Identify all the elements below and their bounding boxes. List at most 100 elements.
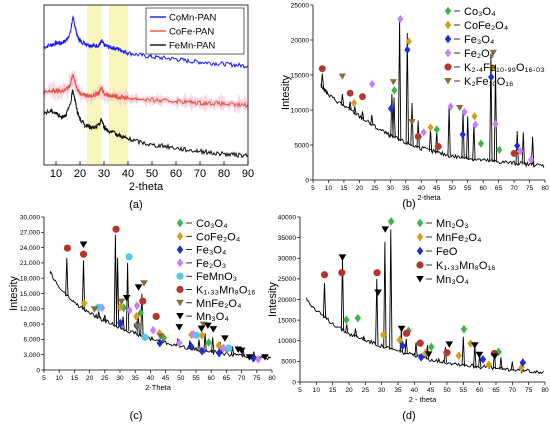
diffraction-peak	[461, 109, 465, 159]
phase-marker	[338, 254, 347, 261]
x-tick-label: 15	[71, 375, 79, 382]
legend-marker	[444, 20, 452, 30]
legend: Co₃O₄CoFe₂O₄Fe₃O₄Fe₂O₃FeMnO₃K₁.₃₃Mn₈O₁₆M…	[176, 218, 256, 323]
diffraction-peak	[404, 338, 408, 355]
phase-marker	[443, 349, 451, 357]
legend: CoMn-PAN CoFe-PAN FeMn-PAN	[145, 7, 245, 55]
diffraction-peak	[121, 316, 125, 330]
legend-entry: Mn₃O₄	[436, 274, 469, 286]
x-tick-label: 60	[479, 185, 487, 192]
phase-marker	[445, 341, 454, 348]
y-tick-label: 30000	[278, 256, 297, 263]
diffraction-peak	[390, 93, 394, 138]
phase-marker	[79, 250, 88, 258]
diffraction-peak	[405, 32, 409, 145]
diffraction-peak	[383, 241, 387, 348]
x-tick-label: 55	[192, 375, 200, 382]
highlight-band-2	[108, 5, 128, 165]
diffraction-peak	[410, 102, 414, 146]
phase-marker	[205, 338, 212, 347]
y-tick-label: 10000	[278, 338, 297, 345]
x-tick-label: 5	[298, 387, 302, 394]
phase-marker	[225, 344, 233, 352]
x-tick-label: 25	[101, 375, 109, 382]
x-tick-label: 45	[433, 185, 441, 192]
panel-label: (c)	[130, 410, 143, 422]
y-tick-label: 40000	[278, 214, 297, 221]
phase-marker	[485, 360, 493, 370]
x-tick-label: 40	[411, 387, 419, 394]
y-tick-label: 5000	[294, 142, 309, 149]
legend-marker	[176, 299, 184, 307]
diffraction-peak	[521, 132, 525, 165]
phase-marker	[391, 86, 398, 95]
phase-marker	[192, 331, 201, 339]
phase-marker	[215, 348, 223, 358]
phase-marker	[417, 352, 425, 362]
phase-marker	[369, 79, 376, 89]
x-tick-label: 65	[492, 387, 500, 394]
plot-frame	[43, 4, 249, 166]
x-tick-label: 75	[526, 185, 534, 192]
x-tick-label: 20	[356, 185, 364, 192]
x-tick-label: 65	[223, 375, 231, 382]
diffraction-peak	[322, 282, 327, 319]
phase-marker	[408, 119, 416, 126]
phase-marker	[320, 271, 329, 279]
series-line-1	[43, 15, 249, 69]
x-tick-label: 35	[402, 185, 410, 192]
phase-marker	[245, 354, 254, 361]
y-tick-label: 18,000	[20, 276, 41, 283]
legend-entry: MnFe₂O₄	[436, 232, 482, 244]
phase-marker	[343, 315, 350, 325]
diffraction-peak	[115, 257, 120, 328]
x-tick-label: 10	[56, 375, 64, 382]
legend-marker	[176, 272, 184, 280]
x-tick-label: 70	[238, 375, 246, 382]
chart-panel-a: 10 20 30 40 50 60 70 80 90 2-theta CoMn-PAN CoFe-PA…	[41, 4, 254, 211]
y-tick-label: 15,000	[20, 291, 41, 298]
phase-marker	[318, 65, 326, 73]
legend-entry: K₂Fe₁₀O₁₆	[464, 76, 513, 88]
phase-marker	[459, 130, 466, 139]
legend: Mn₂O₃ MnFe₂O₄ FeO K₁.₃₃Mn₈O₁₆ Mn₃O₄	[416, 218, 496, 286]
legend-entry: K₁.₃₃Mn₈O₁₆	[436, 260, 496, 272]
legend-marker	[416, 218, 424, 228]
diffraction-peak	[428, 129, 433, 152]
diffraction-peak	[348, 101, 352, 111]
y-tick-label: 25000	[278, 276, 297, 283]
diffraction-peak	[499, 357, 503, 370]
diffraction-peak	[370, 114, 374, 126]
phase-marker	[112, 225, 120, 233]
phase-marker	[422, 348, 429, 358]
y-axis-label: Intesity	[267, 282, 279, 317]
phase-marker	[456, 105, 464, 112]
diffraction-peak	[489, 53, 493, 162]
diffraction-peak	[397, 18, 402, 141]
diffraction-peak	[493, 64, 498, 163]
y-tick-label: 35000	[278, 235, 297, 242]
phase-marker	[461, 107, 468, 117]
y-tick-label: 20000	[278, 297, 297, 304]
x-tick-label: 90	[242, 168, 254, 180]
diffraction-peak	[510, 361, 514, 371]
legend-marker	[176, 231, 184, 241]
legend-entry: Co₃O₄	[464, 6, 496, 18]
phase-marker	[396, 335, 403, 345]
x-tick-label: 30	[116, 375, 124, 382]
x-tick-label: 60	[170, 168, 182, 180]
panel-label: (b)	[402, 198, 415, 210]
phase-marker	[90, 306, 99, 313]
diffraction-peak	[472, 123, 476, 160]
phase-marker	[434, 142, 442, 150]
phase-marker	[126, 305, 133, 315]
x-tick-label: 15	[329, 387, 337, 394]
diffraction-peak	[461, 336, 465, 366]
phase-marker	[176, 338, 183, 348]
y-tick-label: 20000	[291, 37, 310, 44]
phase-marker	[261, 354, 269, 361]
phase-marker	[351, 98, 358, 108]
legend-entry: FeMnO₃	[196, 271, 237, 283]
legend-marker	[444, 63, 452, 71]
